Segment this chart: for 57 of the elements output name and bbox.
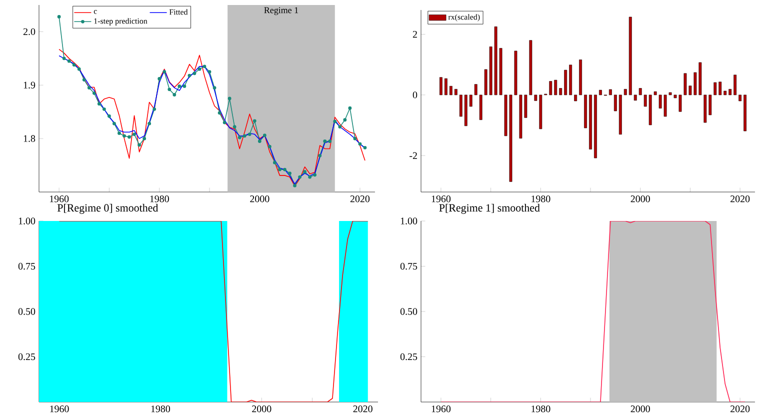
y-tick-label: 0 <box>412 92 418 98</box>
bar <box>440 77 442 96</box>
y-tick-label: 1.00 <box>18 218 36 224</box>
x-tick-label: 1980 <box>150 196 169 202</box>
bar <box>564 70 568 96</box>
bar <box>559 88 562 96</box>
y-tick-label: 0.50 <box>400 308 418 315</box>
bar <box>734 74 737 96</box>
bar <box>728 89 732 96</box>
y-tick-label: 0.25 <box>18 353 36 360</box>
y-tick-label: 0.25 <box>400 353 418 360</box>
bar <box>599 90 602 96</box>
x-tick-label: 2000 <box>630 406 650 412</box>
bar <box>594 94 597 158</box>
y-tick-label: 2.0 <box>23 28 36 36</box>
bar <box>624 89 627 96</box>
x-tick-label: 1960 <box>50 406 69 412</box>
x-tick-label: 1960 <box>432 196 451 202</box>
x-tick-label: 2020 <box>350 196 370 202</box>
chart-title: P[Regime 0] smoothed <box>57 204 158 214</box>
x-tick-label: 1960 <box>50 196 69 202</box>
bar <box>608 89 612 96</box>
y-tick-label: 0.50 <box>18 308 36 315</box>
bar <box>569 64 572 96</box>
x-tick-label: 1980 <box>532 196 550 202</box>
x-tick-label: 2020 <box>730 406 750 412</box>
bar <box>744 94 746 132</box>
x-tick-label: 2000 <box>630 196 650 202</box>
y-tick-label: 1.00 <box>400 218 418 224</box>
x-tick-label: 2020 <box>730 196 750 202</box>
bar <box>579 60 582 96</box>
x-tick-label: 2000 <box>252 406 272 412</box>
bar <box>454 89 458 96</box>
y-tick-label: -2 <box>410 152 417 159</box>
x-tick-label: 1980 <box>532 406 550 412</box>
x-tick-label: 1980 <box>151 406 170 412</box>
y-tick-label: 1.8 <box>24 135 36 142</box>
bar <box>554 80 558 96</box>
bar <box>574 94 577 102</box>
bar <box>444 78 448 96</box>
x-tick-label: 2020 <box>353 406 372 412</box>
bar <box>618 94 622 135</box>
x-tick-label: 2000 <box>250 196 270 202</box>
band-label: Regime 1 <box>264 7 298 16</box>
y-tick-label: 1.9 <box>24 82 36 89</box>
bar <box>449 86 452 96</box>
bar <box>459 94 462 117</box>
chart-title: P[Regime 1] smoothed <box>439 204 540 214</box>
y-tick-label: 0.75 <box>400 262 418 270</box>
bar <box>614 94 617 112</box>
x-tick-label: 1960 <box>432 406 451 412</box>
y-tick-label: 2 <box>412 30 417 38</box>
bar <box>724 90 727 96</box>
bar <box>738 94 742 102</box>
bar <box>589 94 592 150</box>
y-tick-label: 0.75 <box>18 262 36 270</box>
bar <box>584 94 587 128</box>
